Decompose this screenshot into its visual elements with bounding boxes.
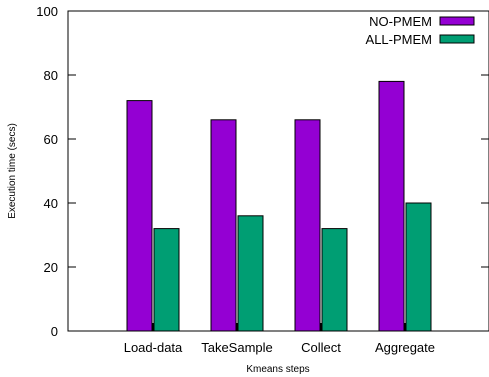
plot-frame — [67, 10, 489, 332]
y-tick-label: 20 — [44, 260, 58, 275]
y-tick-label: 100 — [36, 4, 58, 19]
x-tick-label: TakeSample — [201, 340, 273, 355]
x-tick-label: Aggregate — [375, 340, 435, 355]
legend: NO-PMEM ALL-PMEM — [366, 14, 475, 47]
bar-all-pmem-collect — [321, 228, 348, 332]
y-tick-label: 60 — [44, 132, 58, 147]
bar-no-pmem-collect — [294, 119, 321, 332]
bars-group — [126, 80, 432, 332]
x-axis: Load-data TakeSample Collect Aggregate — [124, 323, 435, 355]
bar-no-pmem-load-data — [126, 100, 153, 332]
bar-no-pmem-takesample — [210, 119, 237, 332]
y-tick-label: 0 — [51, 324, 58, 339]
legend-label: ALL-PMEM — [366, 32, 432, 47]
y-axis: 0 20 40 60 80 100 — [36, 4, 489, 339]
y-tick-label: 80 — [44, 68, 58, 83]
y-tick-label: 40 — [44, 196, 58, 211]
legend-label: NO-PMEM — [369, 14, 432, 29]
bar-all-pmem-takesample — [237, 215, 264, 332]
x-axis-label: Kmeans steps — [246, 364, 309, 375]
y-axis-label: Execution time (secs) — [7, 123, 18, 219]
bar-all-pmem-aggregate — [405, 202, 432, 332]
bar-all-pmem-load-data — [153, 228, 180, 332]
x-tick-label: Load-data — [124, 340, 183, 355]
x-tick-label: Collect — [301, 340, 341, 355]
legend-swatch — [439, 16, 475, 26]
legend-swatch — [439, 34, 475, 44]
bar-no-pmem-aggregate — [378, 80, 405, 332]
